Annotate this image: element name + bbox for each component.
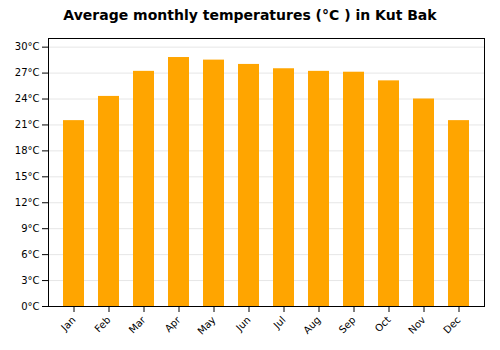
svg-text:30°C: 30°C [15, 41, 40, 52]
svg-text:0°C: 0°C [21, 301, 39, 312]
svg-text:Aug: Aug [301, 314, 323, 336]
svg-text:27°C: 27°C [15, 67, 40, 78]
svg-text:Nov: Nov [406, 314, 428, 336]
svg-text:3°C: 3°C [21, 275, 39, 286]
svg-text:Oct: Oct [373, 314, 393, 334]
svg-text:Jul: Jul [271, 314, 288, 331]
svg-text:Apr: Apr [163, 314, 184, 335]
svg-text:Feb: Feb [92, 314, 112, 334]
svg-text:12°C: 12°C [15, 197, 40, 208]
svg-text:18°C: 18°C [15, 145, 40, 156]
svg-text:Dec: Dec [441, 314, 462, 335]
svg-text:9°C: 9°C [21, 223, 39, 234]
svg-text:24°C: 24°C [15, 93, 40, 104]
svg-text:Jun: Jun [233, 314, 253, 334]
svg-text:21°C: 21°C [15, 119, 40, 130]
svg-text:6°C: 6°C [21, 249, 39, 260]
svg-text:Sep: Sep [337, 314, 358, 335]
html-text:Average monthly temperatures (: Average monthly temperatures (°C ) in Ku… [63, 7, 437, 23]
svg-text:Mar: Mar [127, 314, 149, 336]
svg-text:15°C: 15°C [15, 171, 40, 182]
svg-text:May: May [195, 314, 217, 336]
svg-text:Jan: Jan [58, 314, 77, 333]
